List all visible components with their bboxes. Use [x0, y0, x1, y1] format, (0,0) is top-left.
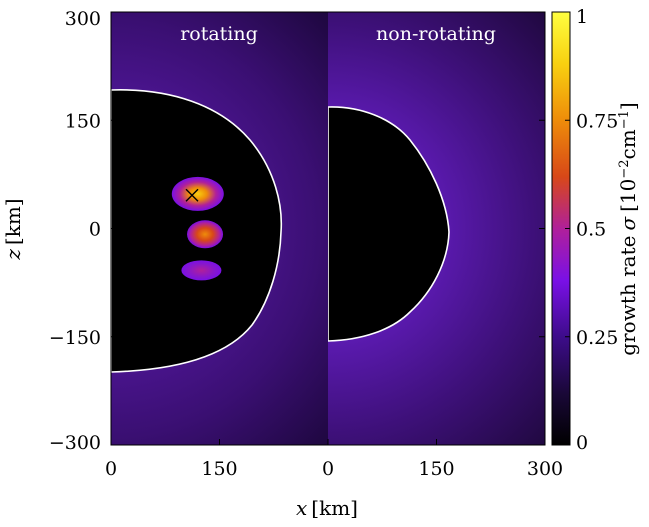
y-tick-label: 150 [65, 110, 101, 132]
colorbar-tick-label: 0.75 [576, 110, 618, 132]
hotspot-1 [171, 176, 224, 211]
y-tick-label: 300 [65, 8, 101, 30]
x-tick-label: 150 [201, 458, 237, 480]
colorbar-tick-label: 0 [576, 432, 588, 454]
x-axis: 0 150 0 150 300 [105, 439, 563, 480]
colorbar-tick-label: 0.25 [576, 327, 618, 349]
marker-x [185, 188, 199, 202]
inner-region-non-rotating [328, 106, 450, 342]
panel-non-rotating [328, 12, 545, 445]
colorbar-tick-label: 1 [576, 6, 588, 28]
panel-label-non-rotating: non-rotating [376, 23, 496, 45]
x-tick-label: 0 [105, 458, 117, 480]
y-axis-label: z[km] [1, 198, 25, 260]
y-tick-label: −300 [49, 432, 101, 454]
x-axis-label: x [km] [296, 496, 358, 520]
panel-rotating [111, 12, 328, 445]
x-tick-label: 150 [418, 458, 454, 480]
hotspot-2 [187, 220, 224, 249]
y-tick-label: 0 [89, 219, 101, 241]
colorbar-label: growth rateσ[10−2cm−1] [616, 102, 640, 355]
colorbar-tick-label: 0.5 [576, 219, 606, 241]
panel-label-rotating: rotating [180, 23, 258, 45]
colorbar-ticks: 0 0.25 0.5 0.75 1 [565, 6, 618, 454]
y-tick-label: −150 [49, 327, 101, 349]
x-tick-label: 0 [322, 458, 334, 480]
hotspot-3 [181, 260, 222, 281]
x-tick-label: 300 [527, 458, 563, 480]
y-axis: 300 150 0 −300 −150 [49, 8, 545, 454]
